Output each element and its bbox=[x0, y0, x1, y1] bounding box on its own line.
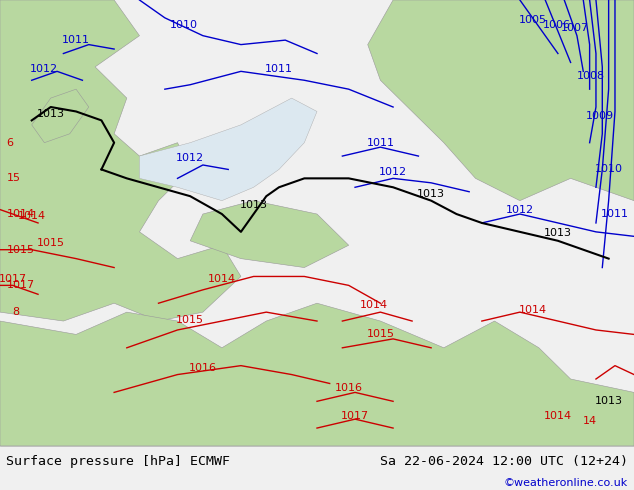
Text: 1011: 1011 bbox=[265, 64, 293, 74]
Polygon shape bbox=[368, 0, 634, 201]
Text: 1005: 1005 bbox=[519, 15, 547, 25]
Polygon shape bbox=[32, 89, 89, 143]
Text: 1012: 1012 bbox=[30, 64, 58, 74]
Text: 1015: 1015 bbox=[6, 245, 34, 255]
Text: 1010: 1010 bbox=[170, 20, 198, 29]
Text: 1013: 1013 bbox=[240, 200, 268, 210]
Text: 1008: 1008 bbox=[577, 71, 605, 81]
Polygon shape bbox=[190, 201, 349, 268]
Text: Sa 22-06-2024 12:00 UTC (12+24): Sa 22-06-2024 12:00 UTC (12+24) bbox=[380, 455, 628, 468]
Text: 1011: 1011 bbox=[601, 209, 629, 219]
Text: 1014: 1014 bbox=[544, 411, 572, 420]
Text: 1017: 1017 bbox=[0, 274, 27, 284]
Text: 1014: 1014 bbox=[360, 300, 388, 311]
Text: 1013: 1013 bbox=[417, 189, 445, 199]
Text: 1017: 1017 bbox=[341, 411, 369, 420]
Text: 1012: 1012 bbox=[176, 153, 204, 163]
Text: 1015: 1015 bbox=[37, 238, 65, 248]
Text: ©weatheronline.co.uk: ©weatheronline.co.uk bbox=[503, 478, 628, 489]
Text: 1012: 1012 bbox=[379, 167, 407, 177]
Text: 1014: 1014 bbox=[519, 305, 547, 315]
Text: 1013: 1013 bbox=[544, 228, 572, 238]
Text: 1011: 1011 bbox=[62, 35, 90, 45]
Polygon shape bbox=[139, 98, 317, 201]
Text: 1014: 1014 bbox=[18, 211, 46, 221]
Text: 1007: 1007 bbox=[560, 23, 588, 33]
Text: 1011: 1011 bbox=[366, 138, 394, 147]
Text: Surface pressure [hPa] ECMWF: Surface pressure [hPa] ECMWF bbox=[6, 455, 230, 468]
Text: 1013: 1013 bbox=[595, 396, 623, 406]
Text: 15: 15 bbox=[6, 173, 20, 183]
Text: 1006: 1006 bbox=[543, 20, 571, 29]
Text: 1013: 1013 bbox=[37, 109, 65, 119]
Text: 8: 8 bbox=[13, 307, 20, 317]
Text: 1016: 1016 bbox=[189, 363, 217, 373]
Text: 1014: 1014 bbox=[208, 274, 236, 284]
Text: 14: 14 bbox=[583, 416, 597, 426]
Polygon shape bbox=[0, 303, 634, 446]
Text: 6: 6 bbox=[6, 138, 13, 147]
Polygon shape bbox=[0, 0, 241, 321]
Polygon shape bbox=[254, 112, 292, 178]
Text: 1010: 1010 bbox=[595, 165, 623, 174]
Text: 1017: 1017 bbox=[6, 280, 34, 291]
Text: 1015: 1015 bbox=[176, 315, 204, 325]
Text: 1009: 1009 bbox=[586, 111, 614, 121]
Text: 1016: 1016 bbox=[335, 383, 363, 393]
Text: 1014: 1014 bbox=[6, 209, 34, 219]
Text: 1012: 1012 bbox=[506, 204, 534, 215]
Text: 1015: 1015 bbox=[366, 328, 394, 339]
